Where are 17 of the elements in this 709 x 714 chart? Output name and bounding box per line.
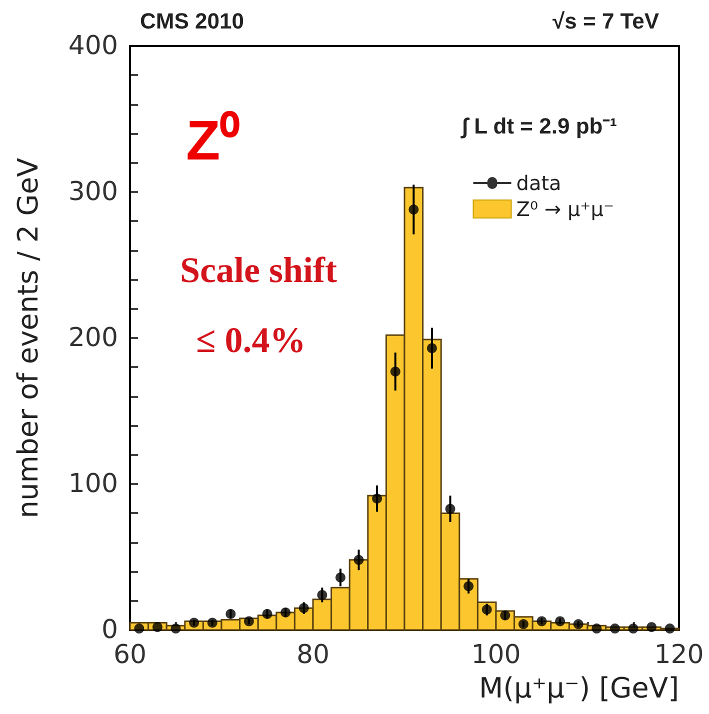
annotation: ≤ 0.4%	[196, 320, 306, 360]
legend-label: Z⁰ → μ⁺μ⁻	[516, 197, 614, 221]
x-tick-label: 120	[654, 640, 704, 670]
x-tick-label: 80	[296, 640, 330, 670]
legend-label: data	[516, 171, 562, 195]
annotation: Scale shift	[180, 250, 337, 290]
y-tick-label: 200	[68, 323, 118, 353]
y-tick-label: 100	[68, 469, 118, 499]
y-tick-label: 400	[68, 31, 118, 61]
y-axis-title: number of events / 2 GeV	[12, 158, 44, 518]
x-axis-title: M(μ⁺μ⁻) [GeV]	[478, 672, 679, 704]
x-tick-label: 100	[471, 640, 521, 670]
y-tick-label: 300	[68, 177, 118, 207]
annotation: Z⁰	[186, 108, 240, 172]
annotation: ∫ L dt = 2.9 pb⁻¹	[460, 114, 618, 138]
text: √s = 7 TeV	[552, 8, 660, 34]
text: CMS 2010	[140, 8, 244, 34]
